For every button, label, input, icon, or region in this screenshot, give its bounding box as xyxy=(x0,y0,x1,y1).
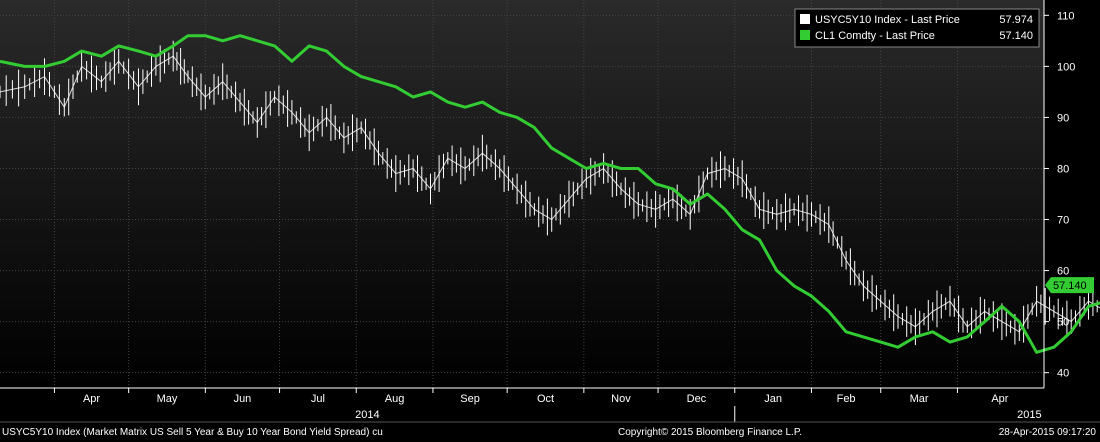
last-value-tag: 57.140 xyxy=(1045,277,1094,294)
x-tick-label: Dec xyxy=(687,393,707,405)
year-labels: 2014 2015 xyxy=(355,406,1042,422)
x-tick-label: May xyxy=(157,393,178,405)
gridlines xyxy=(0,0,1044,388)
footer-center: Copyright© 2015 Bloomberg Finance L.P. xyxy=(618,427,802,438)
legend-value-cl1: 57.140 xyxy=(999,30,1033,42)
cl1-line xyxy=(0,34,1100,354)
x-axis: Apr May Jun Jul Aug Sep Oct Nov Dec Jan Feb Mar Apr xyxy=(53,388,1009,405)
y-tick-label: 50 xyxy=(1057,317,1069,329)
x-tick-label: Apr xyxy=(83,393,100,405)
x-tick-label: Nov xyxy=(611,393,631,405)
footer-right: 28-Apr-2015 09:17:20 xyxy=(999,427,1097,438)
x-tick-label: Feb xyxy=(837,393,856,405)
year-label-2015: 2015 xyxy=(1017,409,1041,421)
legend: USYC5Y10 Index - Last Price 57.974 CL1 Com… xyxy=(794,8,1040,48)
series-usyc5y10 xyxy=(0,40,1100,346)
x-tick-label: Jan xyxy=(764,393,782,405)
legend-value-usyc5y10: 57.974 xyxy=(999,14,1033,26)
x-tick-label: Sep xyxy=(460,393,480,405)
legend-swatch-cl1 xyxy=(800,30,810,40)
x-tick-label: Aug xyxy=(385,393,405,405)
year-label-2014: 2014 xyxy=(355,409,379,421)
x-tick-label: Jul xyxy=(311,393,325,405)
x-tick-label: Apr xyxy=(991,393,1008,405)
last-value-tag-shape xyxy=(1045,277,1094,294)
footer-left: USYC5Y10 Index (Market Matrix US Sell 5 … xyxy=(2,427,383,438)
y-tick-label: 110 xyxy=(1057,10,1075,22)
legend-label-usyc5y10: USYC5Y10 Index - Last Price xyxy=(815,14,960,26)
x-tick-label: Mar xyxy=(910,393,929,405)
y-tick-label: 80 xyxy=(1057,163,1069,175)
x-tick-label: Oct xyxy=(537,393,554,405)
legend-label-cl1: CL1 Comdty - Last Price xyxy=(815,30,935,42)
series-cl1 xyxy=(0,34,1100,354)
y-tick-label: 100 xyxy=(1057,61,1075,73)
legend-swatch-usyc5y10 xyxy=(800,14,810,24)
footer: USYC5Y10 Index (Market Matrix US Sell 5 … xyxy=(0,421,1100,438)
x-tick-label: Jun xyxy=(234,393,252,405)
y-tick-label: 70 xyxy=(1057,215,1069,227)
legend-box xyxy=(794,8,1040,48)
y-tick-label: 60 xyxy=(1057,266,1069,278)
last-value-tag-label: 57.140 xyxy=(1053,280,1087,292)
y-axis: 40 50 60 70 80 90 100 110 xyxy=(1044,10,1075,380)
y-tick-label: 40 xyxy=(1057,368,1069,380)
y-tick-label: 90 xyxy=(1057,112,1069,124)
